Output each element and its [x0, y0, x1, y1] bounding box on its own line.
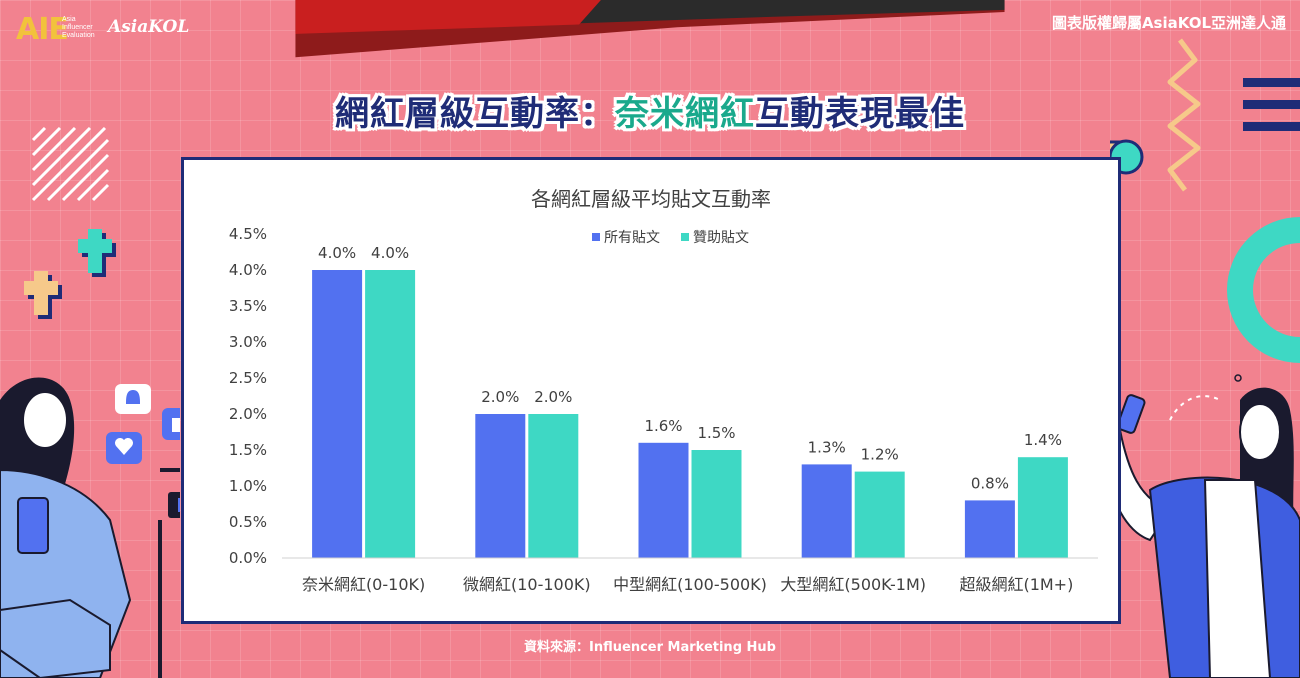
page-headline: 網紅層級互動率：奈米網紅互動表現最佳	[335, 94, 965, 134]
bar-chart: 各網紅層級平均貼文互動率 所有貼文 贊助貼文 0.0% 0.5% 1.0% 1.5% 2…	[229, 187, 1098, 594]
y-tick-label: 0.5%	[229, 513, 267, 531]
data-source: 資料來源：Influencer Marketing Hub	[524, 640, 776, 655]
data-label: 1.2%	[861, 446, 899, 464]
x-tick-label: 微網紅(10-100K)	[463, 575, 591, 594]
legend-swatch-sponsored	[681, 233, 689, 241]
data-label: 1.6%	[644, 417, 682, 435]
data-label: 0.8%	[971, 474, 1009, 492]
ring-decoration	[1227, 217, 1300, 363]
notification-bubbles	[106, 384, 180, 464]
y-tick-label: 0.0%	[229, 549, 267, 567]
y-tick-label: 4.5%	[229, 225, 267, 243]
chart-legend: 所有貼文 贊助貼文	[592, 230, 749, 246]
decoration-left	[0, 126, 180, 678]
data-label: 2.0%	[534, 388, 572, 406]
bar-all-posts	[801, 464, 852, 558]
chart-card: 各網紅層級平均貼文互動率 所有貼文 贊助貼文 0.0% 0.5% 1.0% 1.5% 2…	[181, 157, 1121, 624]
bar-sponsored	[1017, 457, 1068, 558]
plus-icon	[78, 229, 116, 277]
data-label: 1.5%	[697, 424, 735, 442]
data-label: 1.3%	[808, 438, 846, 456]
decoration-right	[1110, 38, 1300, 678]
data-label: 2.0%	[481, 388, 519, 406]
y-tick-label: 4.0%	[229, 261, 267, 279]
data-label: 4.0%	[371, 244, 409, 262]
top-banner	[295, 0, 1005, 58]
legend-swatch-all-posts	[592, 233, 600, 241]
bar-sponsored	[528, 414, 579, 558]
y-tick-label: 1.0%	[229, 477, 267, 495]
chart-title: 各網紅層級平均貼文互動率	[531, 187, 771, 211]
camera-tripod-icon	[158, 468, 180, 678]
y-tick-label: 3.0%	[229, 333, 267, 351]
x-tick-label: 中型網紅(100-500K)	[613, 575, 767, 594]
striped-square-decoration	[31, 126, 110, 202]
zigzag-decoration	[1167, 38, 1201, 192]
bars: 4.0% 4.0% 2.0% 2.0% 1.6% 1.5% 1.3% 1.2% 0.8% 1.4%	[312, 244, 1068, 558]
bar-all-posts	[475, 414, 526, 558]
aie-logo: AIE	[16, 12, 69, 47]
bar-sponsored	[365, 270, 416, 558]
y-tick-label: 3.5%	[229, 297, 267, 315]
woman-illustration-left	[0, 377, 132, 678]
woman-illustration-right	[1110, 374, 1300, 678]
stripes-decoration	[1243, 78, 1300, 131]
legend-label-all-posts: 所有貼文	[604, 230, 660, 246]
x-tick-label: 奈米網紅(0-10K)	[302, 575, 425, 594]
y-tick-label: 2.5%	[229, 369, 267, 387]
data-label: 4.0%	[318, 244, 356, 262]
x-axis: 奈米網紅(0-10K) 微網紅(10-100K) 中型網紅(100-500K) 大型網…	[282, 557, 1098, 594]
bar-all-posts	[638, 442, 689, 558]
bar-sponsored	[691, 450, 742, 558]
y-axis: 0.0% 0.5% 1.0% 1.5% 2.0% 2.5% 3.0% 3.5% 4.0% 4.5%	[229, 225, 267, 567]
y-tick-label: 1.5%	[229, 441, 267, 459]
x-tick-label: 大型網紅(500K-1M)	[780, 575, 926, 594]
x-tick-label: 超級網紅(1M+)	[959, 575, 1073, 594]
bar-sponsored	[854, 471, 905, 558]
copyright-notice: 圖表版權歸屬AsiaKOL亞洲達人通	[1051, 14, 1286, 32]
bar-all-posts	[964, 500, 1015, 558]
bar-all-posts	[312, 270, 363, 558]
aie-logo-subtitle: Asia Influencer Evaluation	[62, 16, 95, 39]
y-tick-label: 2.0%	[229, 405, 267, 423]
legend-label-sponsored: 贊助貼文	[693, 230, 749, 246]
data-label: 1.4%	[1024, 431, 1062, 449]
plus-icon	[24, 271, 62, 319]
asiakol-logo: AsiaKOL	[108, 17, 190, 37]
